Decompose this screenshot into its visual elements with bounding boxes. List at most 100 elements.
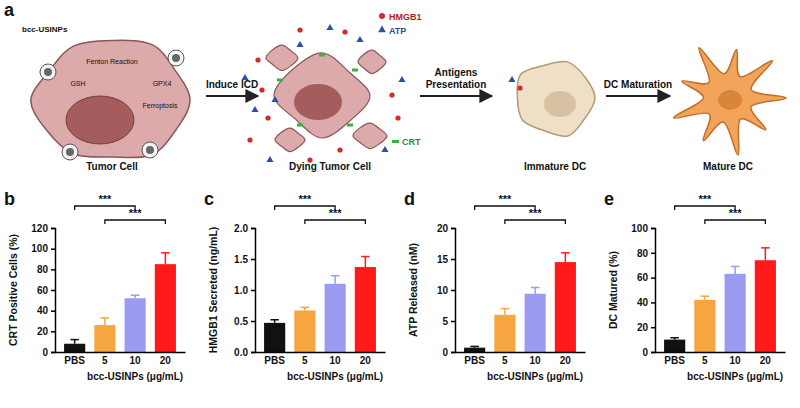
atp-triangle <box>296 41 303 47</box>
arrow <box>206 95 258 97</box>
x-tick: 20 <box>760 355 772 366</box>
y-tick: 20 <box>37 326 55 337</box>
y-tick: 100 <box>631 223 655 234</box>
x-tick: 5 <box>702 355 708 366</box>
nanoparticle-shell <box>142 142 158 158</box>
arrow <box>606 95 670 97</box>
hmgb1-dot <box>247 137 252 142</box>
nanoparticle-core <box>146 146 154 154</box>
mature-dc <box>673 48 786 155</box>
atp-triangle <box>266 156 273 162</box>
atp-triangle <box>326 24 333 30</box>
marks <box>64 253 176 352</box>
y-tick: 0.5 <box>234 316 255 327</box>
cell-label: GPX4 <box>153 80 172 87</box>
bar <box>325 284 346 352</box>
y-tick-mark <box>651 302 655 304</box>
y-tick-label: 60 <box>37 285 49 296</box>
bar <box>355 267 376 352</box>
significance-label: *** <box>729 207 743 219</box>
hmgb1-dot <box>389 92 394 97</box>
significance-bracket <box>75 206 135 210</box>
atp-triangle <box>381 146 388 152</box>
nanoparticle-shell <box>40 64 56 80</box>
y-tick-label: 1.5 <box>234 254 248 265</box>
error-bar <box>701 296 709 300</box>
error-bar <box>670 338 678 340</box>
bar <box>725 274 746 352</box>
x-axis: PBS51020 <box>56 353 186 367</box>
bar <box>555 262 576 352</box>
significance-bracket <box>105 220 165 224</box>
stage-label: Dying Tumor Cell <box>289 161 371 172</box>
x-tick: 20 <box>160 355 172 366</box>
x-tick-label: 20 <box>760 355 772 366</box>
y-axis-title: CRT Positive Cells (%) <box>7 234 19 346</box>
y-axis: 0.00.51.01.52.0 <box>234 223 255 358</box>
y-tick: 60 <box>637 272 655 283</box>
nanoparticle-shell <box>168 50 184 66</box>
tumor-cell <box>31 40 190 157</box>
significance-bracket <box>475 206 535 210</box>
error-cap <box>501 308 509 310</box>
error-whisker <box>765 248 767 260</box>
error-cap <box>131 294 139 296</box>
y-tick: 40 <box>37 305 55 316</box>
x-axis-title: bcc-USINPs (μg/mL) <box>87 371 183 382</box>
y-tick-label: 80 <box>37 264 49 275</box>
x-tick-label: 5 <box>702 355 708 366</box>
y-tick-mark <box>651 253 655 255</box>
step-label: AntigensPresentation <box>426 67 487 90</box>
y-tick: 0 <box>442 347 455 358</box>
x-tick: 20 <box>560 355 572 366</box>
dc-nucleus <box>544 91 576 117</box>
nanoparticle-core <box>44 68 52 76</box>
step-label: DC Maturation <box>604 79 672 90</box>
x-tick: PBS <box>664 355 685 366</box>
nanoparticle-core <box>172 54 180 62</box>
legend-atp <box>378 26 386 33</box>
cell-fragment <box>353 123 387 149</box>
step-label: Induce ICD <box>206 79 258 90</box>
error-bar <box>270 320 278 323</box>
error-cap <box>731 266 739 268</box>
y-tick-label: 0 <box>442 347 448 358</box>
bar <box>64 344 85 352</box>
x-tick-label: PBS <box>464 355 485 366</box>
y-axis-title: DC Matured (%) <box>607 251 619 329</box>
error-cap <box>670 337 678 339</box>
significance-bracket <box>675 206 735 210</box>
x-tick-label: 20 <box>560 355 572 366</box>
significance-label: *** <box>529 207 543 219</box>
x-axis-title: bcc-USINPs (μg/mL) <box>487 371 583 382</box>
x-tick: 5 <box>102 355 108 366</box>
y-tick: 60 <box>37 285 55 296</box>
x-tick: 5 <box>302 355 308 366</box>
nanoparticle <box>168 50 184 66</box>
bar-chart-panel: e020406080100PBS51020bcc-USINPs (μg/mL)D… <box>604 189 786 382</box>
y-tick-label: 1.0 <box>234 285 248 296</box>
crt-mark <box>297 124 303 127</box>
x-tick-label: 10 <box>530 355 542 366</box>
atp-triangle <box>398 76 405 82</box>
panel-letter: e <box>604 189 614 209</box>
y-tick: 100 <box>31 243 55 254</box>
significance-label: *** <box>298 193 312 205</box>
significance-bracket <box>275 206 335 210</box>
y-tick-label: 10 <box>437 285 449 296</box>
stage-label: Mature DC <box>703 161 753 172</box>
x-tick-label: 10 <box>330 355 342 366</box>
error-whisker <box>365 257 367 268</box>
marks <box>264 257 376 352</box>
bar <box>264 323 285 352</box>
bar <box>494 315 515 352</box>
y-tick-mark <box>451 228 455 230</box>
error-whisker <box>165 253 167 264</box>
y-tick-mark <box>251 321 255 323</box>
x-tick: 10 <box>730 355 742 366</box>
arrow <box>420 95 492 97</box>
x-axis-title: bcc-USINPs (μg/mL) <box>687 371 783 382</box>
y-axis-line <box>451 229 456 353</box>
atp-triangle <box>251 106 258 112</box>
x-tick: 10 <box>530 355 542 366</box>
